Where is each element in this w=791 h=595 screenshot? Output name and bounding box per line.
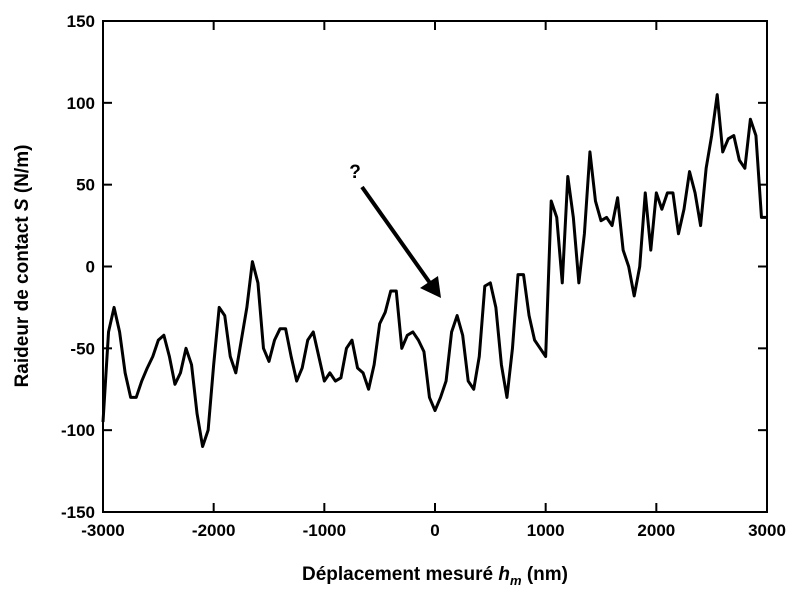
x-tick-label: 0 xyxy=(430,521,439,540)
data-line xyxy=(101,93,767,449)
x-tick-label: -1000 xyxy=(303,521,346,540)
x-tick-label: 3000 xyxy=(748,521,786,540)
x-tick-label: -2000 xyxy=(192,521,235,540)
x-tick-label: 2000 xyxy=(637,521,675,540)
annotation: ? xyxy=(349,162,361,183)
y-tick-label: 150 xyxy=(67,12,95,31)
y-label-unit: (N/m) xyxy=(12,145,33,199)
x-axis-label: Déplacement mesuré hm (nm) xyxy=(302,564,568,588)
x-label-subscript: m xyxy=(510,573,522,588)
annotation-arrowhead xyxy=(420,276,441,298)
y-label-symbol: S xyxy=(12,198,33,211)
y-axis-label: Raideur de contact S (N/m) xyxy=(12,145,33,388)
y-tick-label: -100 xyxy=(61,421,95,440)
x-label-text: Déplacement mesuré xyxy=(302,564,498,585)
y-tick-label: 0 xyxy=(86,258,95,277)
y-tick-label: -50 xyxy=(70,339,95,358)
y-tick-label: 100 xyxy=(67,94,95,113)
y-tick-label: 50 xyxy=(76,176,95,195)
x-tick-label: -3000 xyxy=(81,521,124,540)
y-label-text: Raideur de contact xyxy=(12,211,33,387)
x-tick-label: 1000 xyxy=(527,521,565,540)
annotation-arrow xyxy=(360,185,432,285)
x-label-symbol: h xyxy=(498,564,510,585)
x-label-unit: (nm) xyxy=(522,564,568,585)
y-tick-label: -150 xyxy=(61,503,95,522)
